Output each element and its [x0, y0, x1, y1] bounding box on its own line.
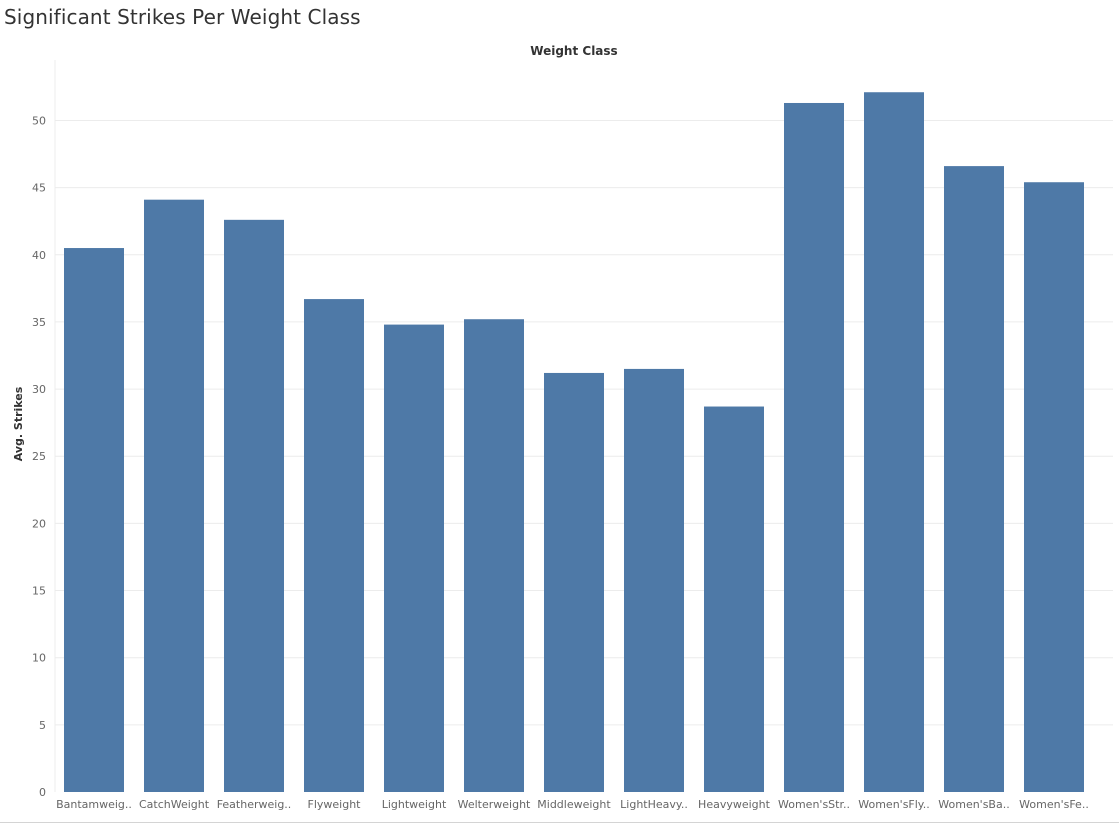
x-tick-label: LightHeavy..: [620, 798, 688, 811]
bar[interactable]: [704, 406, 764, 792]
x-tick-label: Women'sFe..: [1019, 798, 1089, 811]
x-tick-label: Women'sStr..: [778, 798, 850, 811]
x-tick-label: Flyweight: [308, 798, 362, 811]
x-tick-label: Women'sBa..: [938, 798, 1009, 811]
bar[interactable]: [784, 102, 844, 793]
bar[interactable]: [1024, 182, 1084, 792]
x-tick-label: Welterweight: [458, 798, 531, 811]
bar[interactable]: [544, 372, 604, 792]
x-tick-label: Middleweight: [537, 798, 611, 811]
bars: [64, 92, 1084, 793]
bar[interactable]: [224, 219, 284, 793]
bar[interactable]: [384, 324, 444, 792]
bar[interactable]: [864, 92, 924, 792]
bar[interactable]: [144, 199, 204, 793]
x-axis-label: Weight Class: [530, 44, 617, 58]
y-tick-label: 15: [32, 585, 46, 598]
y-tick-label: 35: [32, 316, 46, 329]
y-tick-label: 40: [32, 249, 46, 262]
y-tick-label: 0: [39, 786, 46, 799]
y-tick-labels: 0 5 10 15 20 25 30 35 40 45 50: [32, 114, 46, 799]
x-tick-label: Featherweig..: [217, 798, 292, 811]
y-tick-label: 5: [39, 719, 46, 732]
y-tick-label: 45: [32, 182, 46, 195]
y-tick-label: 25: [32, 450, 46, 463]
bar[interactable]: [304, 299, 364, 792]
x-tick-label: Bantamweig..: [56, 798, 132, 811]
x-tick-label: Heavyweight: [698, 798, 771, 811]
y-tick-label: 10: [32, 652, 46, 665]
y-axis-label: Avg. Strikes: [12, 386, 25, 461]
bottom-divider: [0, 822, 1119, 823]
y-tick-label: 50: [32, 114, 46, 127]
bar[interactable]: [944, 166, 1004, 792]
y-tick-label: 30: [32, 383, 46, 396]
x-tick-label: Women'sFly..: [858, 798, 930, 811]
bar[interactable]: [464, 319, 524, 792]
x-tick-label: CatchWeight: [139, 798, 210, 811]
x-tick-labels: Bantamweig.. CatchWeight Featherweig.. Flyw…: [56, 798, 1089, 811]
chart-title: Significant Strikes Per Weight Class: [4, 5, 361, 29]
x-tick-label: Lightweight: [382, 798, 447, 811]
bar[interactable]: [64, 248, 124, 793]
bar[interactable]: [624, 368, 684, 792]
y-tick-label: 20: [32, 517, 46, 530]
